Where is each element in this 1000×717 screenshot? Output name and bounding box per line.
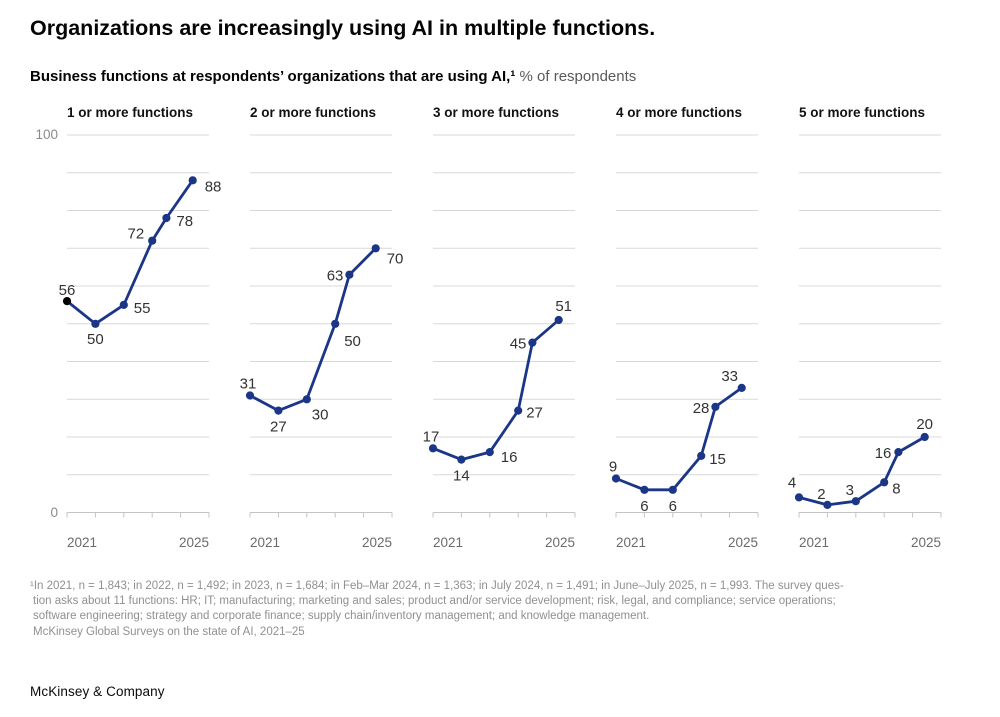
svg-text:31: 31 bbox=[240, 376, 257, 393]
svg-text:2025: 2025 bbox=[362, 535, 392, 550]
footnote-block: ¹In 2021, n = 1,843; in 2022, n = 1,492;… bbox=[30, 579, 982, 640]
svg-text:3: 3 bbox=[846, 482, 854, 499]
svg-text:56: 56 bbox=[59, 282, 76, 299]
svg-text:2021: 2021 bbox=[250, 535, 280, 550]
chart-panel-4-or-more: 4 or more functions 9 6 6 15 28 33 2021 2025 bbox=[609, 105, 799, 557]
svg-text:2025: 2025 bbox=[728, 535, 758, 550]
svg-text:27: 27 bbox=[526, 405, 543, 422]
svg-text:30: 30 bbox=[312, 406, 329, 423]
svg-text:51: 51 bbox=[555, 298, 572, 315]
svg-text:27: 27 bbox=[270, 419, 287, 436]
svg-text:88: 88 bbox=[205, 178, 222, 195]
footnote-line-2: tion asks about 11 functions: HR; IT; ma… bbox=[33, 595, 836, 608]
svg-text:20: 20 bbox=[916, 416, 933, 433]
svg-text:33: 33 bbox=[721, 368, 738, 385]
line-chart-1-or-more: 56 50 55 72 78 88 2021 2025 bbox=[59, 134, 222, 550]
svg-text:16: 16 bbox=[501, 449, 518, 466]
chart-panel-3-or-more: 3 or more functions 17 14 16 27 45 51 2021 2025 bbox=[423, 105, 616, 557]
svg-text:2021: 2021 bbox=[67, 535, 97, 550]
svg-text:78: 78 bbox=[176, 213, 193, 230]
footnote-line-1: ¹In 2021, n = 1,843; in 2022, n = 1,492;… bbox=[30, 580, 844, 592]
svg-text:17: 17 bbox=[423, 428, 440, 445]
svg-text:55: 55 bbox=[134, 300, 151, 317]
panel-title: 2 or more functions bbox=[250, 105, 377, 120]
svg-text:2025: 2025 bbox=[179, 535, 209, 550]
svg-text:2025: 2025 bbox=[911, 535, 941, 550]
y-axis: 100 0 bbox=[30, 105, 67, 557]
chart-panel-2-or-more: 2 or more functions 31 27 30 50 63 70 2021 2025 bbox=[240, 105, 433, 557]
chart-panel-1-or-more: 1 or more functions 56 50 55 72 78 88 2021 2025 bbox=[59, 105, 250, 557]
svg-text:15: 15 bbox=[709, 451, 726, 468]
svg-text:45: 45 bbox=[510, 336, 527, 353]
panel-title: 5 or more functions bbox=[799, 105, 926, 120]
y-axis-label-0: 0 bbox=[50, 505, 58, 520]
svg-text:8: 8 bbox=[892, 480, 900, 497]
exhibit-subtitle: Business functions at respondents’ organ… bbox=[30, 67, 982, 86]
svg-text:2021: 2021 bbox=[616, 535, 646, 550]
svg-text:63: 63 bbox=[327, 268, 344, 285]
svg-text:2021: 2021 bbox=[433, 535, 463, 550]
svg-text:14: 14 bbox=[453, 468, 470, 485]
subtitle-units: % of respondents bbox=[515, 68, 637, 85]
svg-text:28: 28 bbox=[693, 400, 710, 417]
small-multiples-chart: 100 0 1 or more functions 56 50 55 72 78 88 20… bbox=[30, 105, 982, 557]
panel-title: 3 or more functions bbox=[433, 105, 560, 120]
line-chart-5-or-more: 4 2 3 8 16 20 2021 2025 bbox=[788, 134, 942, 550]
line-chart-2-or-more: 31 27 30 50 63 70 2021 2025 bbox=[240, 134, 404, 550]
svg-text:9: 9 bbox=[609, 459, 617, 476]
svg-text:50: 50 bbox=[344, 333, 361, 350]
line-chart-4-or-more: 9 6 6 15 28 33 2021 2025 bbox=[609, 134, 759, 550]
svg-text:50: 50 bbox=[87, 331, 104, 348]
svg-text:4: 4 bbox=[788, 474, 796, 491]
footnote-line-3: software engineering; strategy and corpo… bbox=[33, 610, 650, 623]
subtitle-description: Business functions at respondents’ organ… bbox=[30, 68, 516, 85]
panel-title: 1 or more functions bbox=[67, 105, 194, 120]
exhibit-title: Organizations are increasingly using AI … bbox=[30, 16, 656, 40]
y-axis-label-100: 100 bbox=[35, 127, 58, 142]
svg-text:70: 70 bbox=[387, 250, 404, 267]
line-chart-3-or-more: 17 14 16 27 45 51 2021 2025 bbox=[423, 134, 576, 550]
svg-text:2025: 2025 bbox=[545, 535, 575, 550]
svg-text:6: 6 bbox=[640, 498, 648, 515]
svg-text:72: 72 bbox=[128, 226, 145, 243]
source-line: McKinsey Global Surveys on the state of … bbox=[33, 625, 305, 638]
svg-text:2021: 2021 bbox=[799, 535, 829, 550]
svg-text:6: 6 bbox=[669, 498, 677, 515]
mckinsey-wordmark: McKinsey & Company bbox=[30, 684, 165, 699]
svg-text:2: 2 bbox=[817, 486, 825, 503]
svg-text:16: 16 bbox=[875, 445, 892, 462]
chart-panel-5-or-more: 5 or more functions 4 2 3 8 16 20 2021 2025 bbox=[788, 105, 982, 557]
panel-title: 4 or more functions bbox=[616, 105, 743, 120]
